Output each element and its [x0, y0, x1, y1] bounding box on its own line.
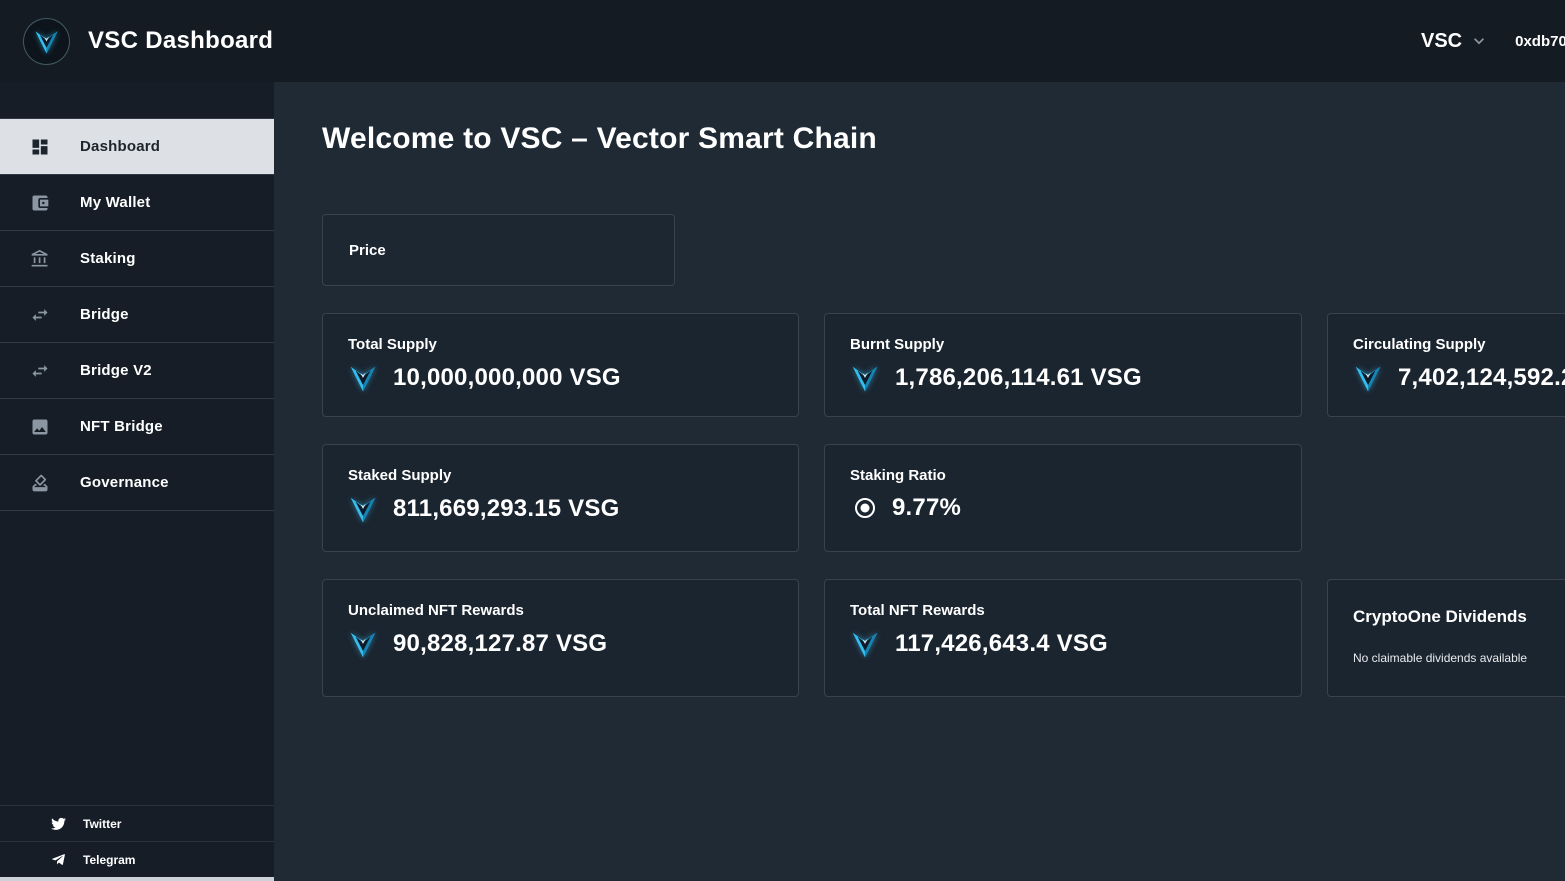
sidebar-item-bridge[interactable]: Bridge [0, 287, 274, 343]
sidebar-item-label: My Wallet [80, 194, 151, 211]
vsg-token-icon [1355, 366, 1381, 392]
sidebar-nav: Dashboard My Wallet Staking Bridge [0, 118, 274, 511]
stat-value: 90,828,127.87 VSG [393, 630, 608, 657]
price-card-label: Price [349, 241, 386, 259]
stat-label: Burnt Supply [850, 336, 945, 353]
stat-value: 9.77% [892, 494, 962, 521]
top-header: VSC Dashboard VSC 0xdb707 [0, 0, 1565, 82]
telegram-link[interactable]: Telegram [0, 841, 274, 877]
stat-label: Unclaimed NFT Rewards [348, 602, 524, 619]
sidebar-item-label: Staking [80, 250, 136, 267]
sidebar-item-governance[interactable]: Governance [0, 455, 274, 511]
sidebar-item-label: NFT Bridge [80, 418, 163, 435]
dividends-message: No claimable dividends available [1353, 651, 1528, 665]
stat-value-row: 9.77% [850, 494, 1277, 522]
sidebar: Dashboard My Wallet Staking Bridge [0, 82, 274, 881]
stat-value: 811,669,293.15 VSG [393, 495, 620, 522]
stat-label: Total Supply [348, 336, 437, 353]
dashboard-icon [32, 139, 48, 154]
app-title: VSC Dashboard [88, 27, 274, 54]
vsg-token-icon [852, 632, 878, 658]
stat-card-staking-ratio: Staking Ratio 9.77% [824, 444, 1302, 552]
stat-label: Circulating Supply [1353, 336, 1486, 353]
sidebar-item-label: Dashboard [80, 138, 161, 155]
stat-card-burnt-supply: Burnt Supply 1,786,206,114.61 VSG [824, 313, 1302, 417]
stat-card-total-supply: Total Supply 10,000,000,000 VSG [322, 313, 799, 417]
sidebar-item-label: Bridge [80, 306, 129, 323]
social-link-label: Twitter [83, 816, 122, 831]
network-selector[interactable]: VSC [1421, 29, 1463, 52]
main-content: Welcome to VSC – Vector Smart Chain Pric… [274, 82, 1565, 881]
stat-card-circulating-supply: Circulating Supply 7,402,124,592.2 [1327, 313, 1565, 417]
header-right: VSC 0xdb707 [1421, 0, 1565, 82]
vsc-logo[interactable] [23, 17, 70, 65]
stat-value-row: 1,786,206,114.61 VSG [850, 363, 1277, 393]
stat-value: 7,402,124,592.2 [1398, 364, 1565, 391]
ballot-icon [32, 474, 48, 491]
sidebar-item-bridge-v2[interactable]: Bridge V2 [0, 343, 274, 399]
vsg-token-icon [852, 366, 878, 392]
stat-value: 117,426,643.4 VSG [895, 630, 1108, 657]
page-title: Welcome to VSC – Vector Smart Chain [322, 122, 877, 155]
bank-icon [31, 249, 48, 266]
twitter-link[interactable]: Twitter [0, 805, 274, 841]
sidebar-item-dashboard[interactable]: Dashboard [0, 119, 274, 175]
stat-card-unclaimed-nft-rewards: Unclaimed NFT Rewards 90,828,127.87 VSG [322, 579, 799, 697]
vsg-token-icon [350, 366, 376, 392]
swap-arrows-icon [32, 308, 48, 321]
stat-value: 1,786,206,114.61 VSG [895, 364, 1142, 391]
stat-label: Total NFT Rewards [850, 602, 985, 619]
social-link-label: Telegram [83, 852, 136, 867]
sidebar-social-links: Twitter Telegram [0, 805, 274, 877]
stats-grid: Total Supply 10,000,000,000 VSG Burnt Su… [322, 313, 1565, 697]
sidebar-item-my-wallet[interactable]: My Wallet [0, 175, 274, 231]
sidebar-item-label: Governance [80, 474, 169, 491]
cryptoone-dividends-card: CryptoOne Dividends No claimable dividen… [1327, 579, 1565, 697]
wallet-icon [32, 195, 49, 210]
sidebar-item-staking[interactable]: Staking [0, 231, 274, 287]
vsg-token-icon [350, 497, 376, 523]
vsg-v-logo-icon [35, 30, 58, 54]
image-icon [32, 419, 48, 434]
chevron-down-icon[interactable] [1469, 31, 1489, 51]
stat-value-row: 7,402,124,592.2 [1353, 363, 1565, 393]
stat-label: Staked Supply [348, 467, 452, 484]
twitter-icon [51, 817, 66, 830]
stat-card-total-nft-rewards: Total NFT Rewards 117,426,643.4 VSG [824, 579, 1302, 697]
sidebar-bottom-strip [0, 877, 274, 881]
stat-value-row: 10,000,000,000 VSG [348, 363, 774, 393]
radio-circle-icon [855, 498, 875, 518]
sidebar-item-nft-bridge[interactable]: NFT Bridge [0, 399, 274, 455]
sidebar-item-label: Bridge V2 [80, 362, 152, 379]
vsg-token-icon [350, 632, 376, 658]
stat-value: 10,000,000,000 VSG [393, 364, 621, 391]
stat-value-row: 90,828,127.87 VSG [348, 629, 774, 659]
telegram-icon [52, 854, 65, 865]
stat-label: Staking Ratio [850, 467, 946, 484]
stat-card-staked-supply: Staked Supply 811,669,293.15 VSG [322, 444, 799, 552]
wallet-address[interactable]: 0xdb707 [1515, 32, 1565, 50]
stat-value-row: 811,669,293.15 VSG [348, 494, 774, 524]
swap-arrows-icon [32, 364, 48, 377]
stat-value-row: 117,426,643.4 VSG [850, 629, 1277, 659]
price-card: Price [322, 214, 675, 286]
dividends-title: CryptoOne Dividends [1353, 607, 1527, 626]
empty-grid-cell [1327, 444, 1565, 552]
